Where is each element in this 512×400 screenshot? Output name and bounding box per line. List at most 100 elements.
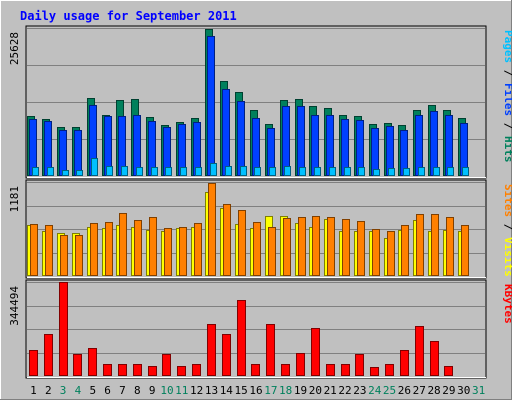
bar-sites-6 bbox=[105, 222, 113, 276]
bar-kbytes-24 bbox=[370, 367, 379, 376]
bar-files-13 bbox=[207, 36, 215, 176]
x-label-day-1: 1 bbox=[30, 384, 37, 397]
x-label-day-18: 18 bbox=[279, 384, 292, 397]
bar-kbytes-9 bbox=[148, 366, 157, 376]
bar-files-3 bbox=[59, 130, 67, 176]
legend-separator: / bbox=[502, 116, 512, 136]
legend-separator: / bbox=[502, 63, 512, 83]
legend-visits_sites: Sites / Visits bbox=[502, 184, 512, 277]
bar-files-27 bbox=[415, 115, 423, 176]
bar-kbytes-7 bbox=[118, 364, 127, 376]
bar-pages-20 bbox=[314, 167, 321, 176]
x-label-day-25: 25 bbox=[383, 384, 396, 397]
bar-pages-9 bbox=[151, 167, 158, 176]
bar-sites-12 bbox=[194, 223, 202, 276]
bar-kbytes-26 bbox=[400, 350, 409, 376]
bar-sites-30 bbox=[461, 225, 469, 276]
chart-title: Daily usage for September 2011 bbox=[20, 9, 237, 23]
bar-pages-29 bbox=[447, 167, 454, 176]
bar-files-15 bbox=[237, 101, 245, 176]
bar-pages-2 bbox=[47, 167, 54, 176]
bar-sites-26 bbox=[401, 225, 409, 276]
legend-separator: / bbox=[502, 217, 512, 237]
bar-kbytes-16 bbox=[251, 364, 260, 376]
x-axis-labels: 1 2 3 4 5 6 7 8 9 10 11 12 13 14 15 16 17 18 19 20 21 22 23 24 2… bbox=[30, 384, 485, 397]
x-label-day-3: 3 bbox=[60, 384, 67, 397]
bar-pages-7 bbox=[121, 166, 128, 176]
bar-kbytes-17 bbox=[266, 324, 275, 376]
bar-sites-8 bbox=[134, 220, 142, 276]
x-label-day-7: 7 bbox=[119, 384, 126, 397]
bar-files-16 bbox=[252, 118, 260, 176]
bar-sites-28 bbox=[431, 214, 439, 276]
bar-kbytes-19 bbox=[296, 353, 305, 376]
bar-kbytes-20 bbox=[311, 328, 320, 376]
bar-files-14 bbox=[222, 89, 230, 176]
bar-pages-27 bbox=[418, 167, 425, 176]
x-label-day-8: 8 bbox=[134, 384, 141, 397]
bar-pages-5 bbox=[91, 158, 98, 176]
bar-pages-8 bbox=[136, 167, 143, 176]
x-label-day-30: 30 bbox=[457, 384, 470, 397]
bar-pages-1 bbox=[32, 167, 39, 176]
bar-kbytes-13 bbox=[207, 324, 216, 376]
x-label-day-13: 13 bbox=[205, 384, 218, 397]
bar-kbytes-2 bbox=[44, 334, 53, 376]
y-max-label: 25628 bbox=[8, 32, 21, 65]
bar-pages-6 bbox=[106, 166, 113, 176]
x-label-day-4: 4 bbox=[75, 384, 82, 397]
x-label-day-17: 17 bbox=[264, 384, 277, 397]
bar-sites-15 bbox=[238, 210, 246, 276]
x-label-day-26: 26 bbox=[398, 384, 411, 397]
bar-kbytes-4 bbox=[73, 354, 82, 376]
bar-pages-18 bbox=[284, 166, 291, 176]
x-label-day-10: 10 bbox=[160, 384, 173, 397]
bar-pages-23 bbox=[358, 167, 365, 176]
x-label-day-20: 20 bbox=[309, 384, 322, 397]
bar-sites-9 bbox=[149, 217, 157, 276]
legend-kbytes: KBytes bbox=[502, 284, 512, 324]
bar-sites-10 bbox=[164, 228, 172, 276]
bar-sites-18 bbox=[283, 218, 291, 276]
bar-pages-16 bbox=[254, 167, 261, 176]
bar-kbytes-21 bbox=[326, 364, 335, 376]
legend-item: KBytes bbox=[502, 284, 512, 324]
x-label-day-19: 19 bbox=[294, 384, 307, 397]
bar-sites-17 bbox=[268, 227, 276, 276]
panel-kbytes: 344494 KBytes bbox=[8, 279, 512, 379]
x-label-day-6: 6 bbox=[104, 384, 111, 397]
x-label-day-31: 31 bbox=[472, 384, 485, 397]
bar-kbytes-6 bbox=[103, 364, 112, 376]
bar-sites-20 bbox=[312, 216, 320, 276]
bar-files-20 bbox=[311, 115, 319, 176]
legend-item: Pages bbox=[502, 30, 512, 63]
chart-panels: 25628 Pages / Files / Hits 1181 Sites / Vis… bbox=[8, 25, 512, 379]
x-label-day-23: 23 bbox=[353, 384, 366, 397]
x-label-day-27: 27 bbox=[413, 384, 426, 397]
bar-sites-25 bbox=[387, 231, 395, 276]
legend-item: Files bbox=[502, 83, 512, 116]
bar-files-29 bbox=[445, 115, 453, 176]
bar-pages-30 bbox=[462, 167, 469, 176]
bar-kbytes-1 bbox=[29, 350, 38, 376]
x-label-day-9: 9 bbox=[149, 384, 156, 397]
x-label-day-28: 28 bbox=[427, 384, 440, 397]
bar-pages-19 bbox=[299, 167, 306, 176]
x-label-day-5: 5 bbox=[89, 384, 96, 397]
bar-pages-22 bbox=[344, 167, 351, 176]
bar-sites-7 bbox=[119, 213, 127, 276]
bar-pages-4 bbox=[76, 170, 83, 176]
y-max-label: 344494 bbox=[8, 286, 21, 326]
bar-kbytes-27 bbox=[415, 326, 424, 376]
bar-pages-10 bbox=[165, 167, 172, 176]
bar-sites-5 bbox=[90, 223, 98, 276]
bar-pages-21 bbox=[329, 167, 336, 176]
bar-kbytes-5 bbox=[88, 348, 97, 376]
bar-sites-22 bbox=[342, 219, 350, 276]
bar-sites-14 bbox=[223, 204, 231, 276]
bar-kbytes-15 bbox=[237, 300, 246, 376]
bar-sites-1 bbox=[30, 224, 38, 276]
bar-sites-23 bbox=[357, 221, 365, 276]
bar-files-24 bbox=[371, 128, 379, 176]
